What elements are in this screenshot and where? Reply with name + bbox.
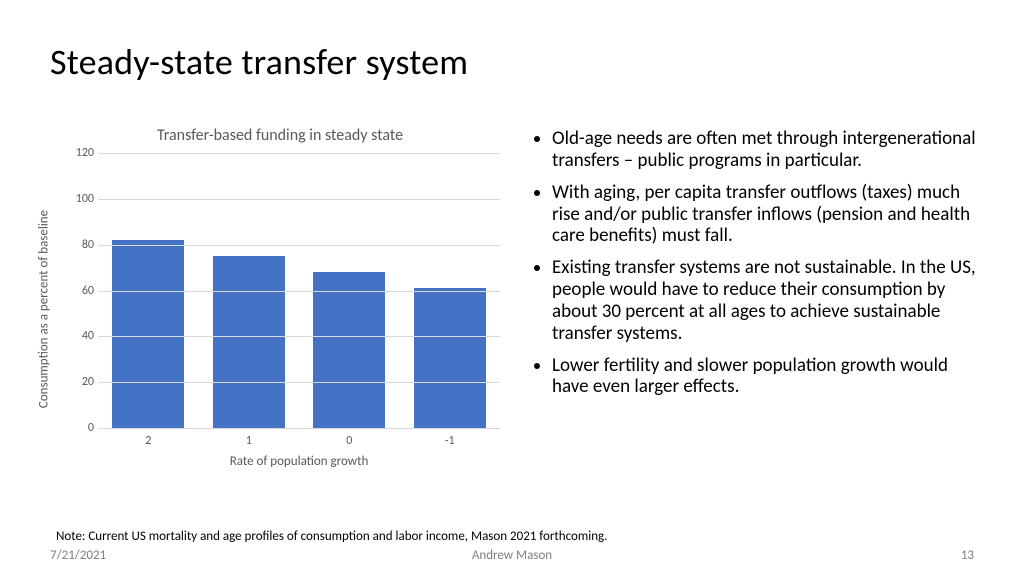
chart-ylabel: Consumption as a percent of baseline — [37, 210, 52, 408]
bullets-column: Old-age needs are often met through inte… — [510, 120, 984, 516]
chart-xtick: 2 — [98, 434, 199, 448]
source-note: Note: Current US mortality and age profi… — [56, 529, 607, 544]
chart-ytick: 20 — [66, 375, 94, 389]
chart-plot-area: 210-1 020406080100120 — [98, 153, 500, 429]
slide-title: Steady-state transfer system — [50, 40, 468, 84]
slide-footer: 7/21/2021 Andrew Mason 13 — [0, 548, 1024, 566]
bullet-item: Existing transfer systems are not sustai… — [552, 257, 984, 344]
chart-bar — [112, 240, 184, 428]
chart-gridline — [98, 291, 500, 292]
chart-gridline — [98, 382, 500, 383]
chart-gridline — [98, 199, 500, 200]
chart-xlabel: Rate of population growth — [98, 454, 500, 469]
chart-bar — [313, 272, 385, 428]
chart-xtick: -1 — [400, 434, 501, 448]
chart-ytick: 0 — [66, 421, 94, 435]
bullet-list: Old-age needs are often met through inte… — [530, 128, 984, 398]
chart-ytick: 80 — [66, 238, 94, 252]
slide-content: Transfer-based funding in steady state C… — [50, 120, 984, 516]
chart-wrap: Consumption as a percent of baseline 210… — [50, 149, 510, 469]
chart-ytick: 100 — [66, 192, 94, 206]
slide: Steady-state transfer system Transfer-ba… — [0, 0, 1024, 576]
chart-title: Transfer-based funding in steady state — [50, 126, 510, 145]
footer-page-number: 13 — [961, 548, 974, 563]
chart-gridline — [98, 336, 500, 337]
chart-ytick: 40 — [66, 329, 94, 343]
chart-gridline — [98, 245, 500, 246]
chart-ytick: 60 — [66, 284, 94, 298]
bullet-item: Lower fertility and slower population gr… — [552, 355, 984, 399]
chart-bar — [414, 288, 486, 428]
bullet-item: With aging, per capita transfer outflows… — [552, 182, 984, 248]
footer-author: Andrew Mason — [0, 548, 1024, 563]
chart-xtick: 1 — [199, 434, 300, 448]
bullet-item: Old-age needs are often met through inte… — [552, 128, 984, 172]
chart-column: Transfer-based funding in steady state C… — [50, 120, 510, 516]
chart-gridline — [98, 428, 500, 429]
chart-bar — [213, 256, 285, 428]
chart-gridline — [98, 153, 500, 154]
chart-ytick: 120 — [66, 146, 94, 160]
chart-xtick: 0 — [299, 434, 400, 448]
